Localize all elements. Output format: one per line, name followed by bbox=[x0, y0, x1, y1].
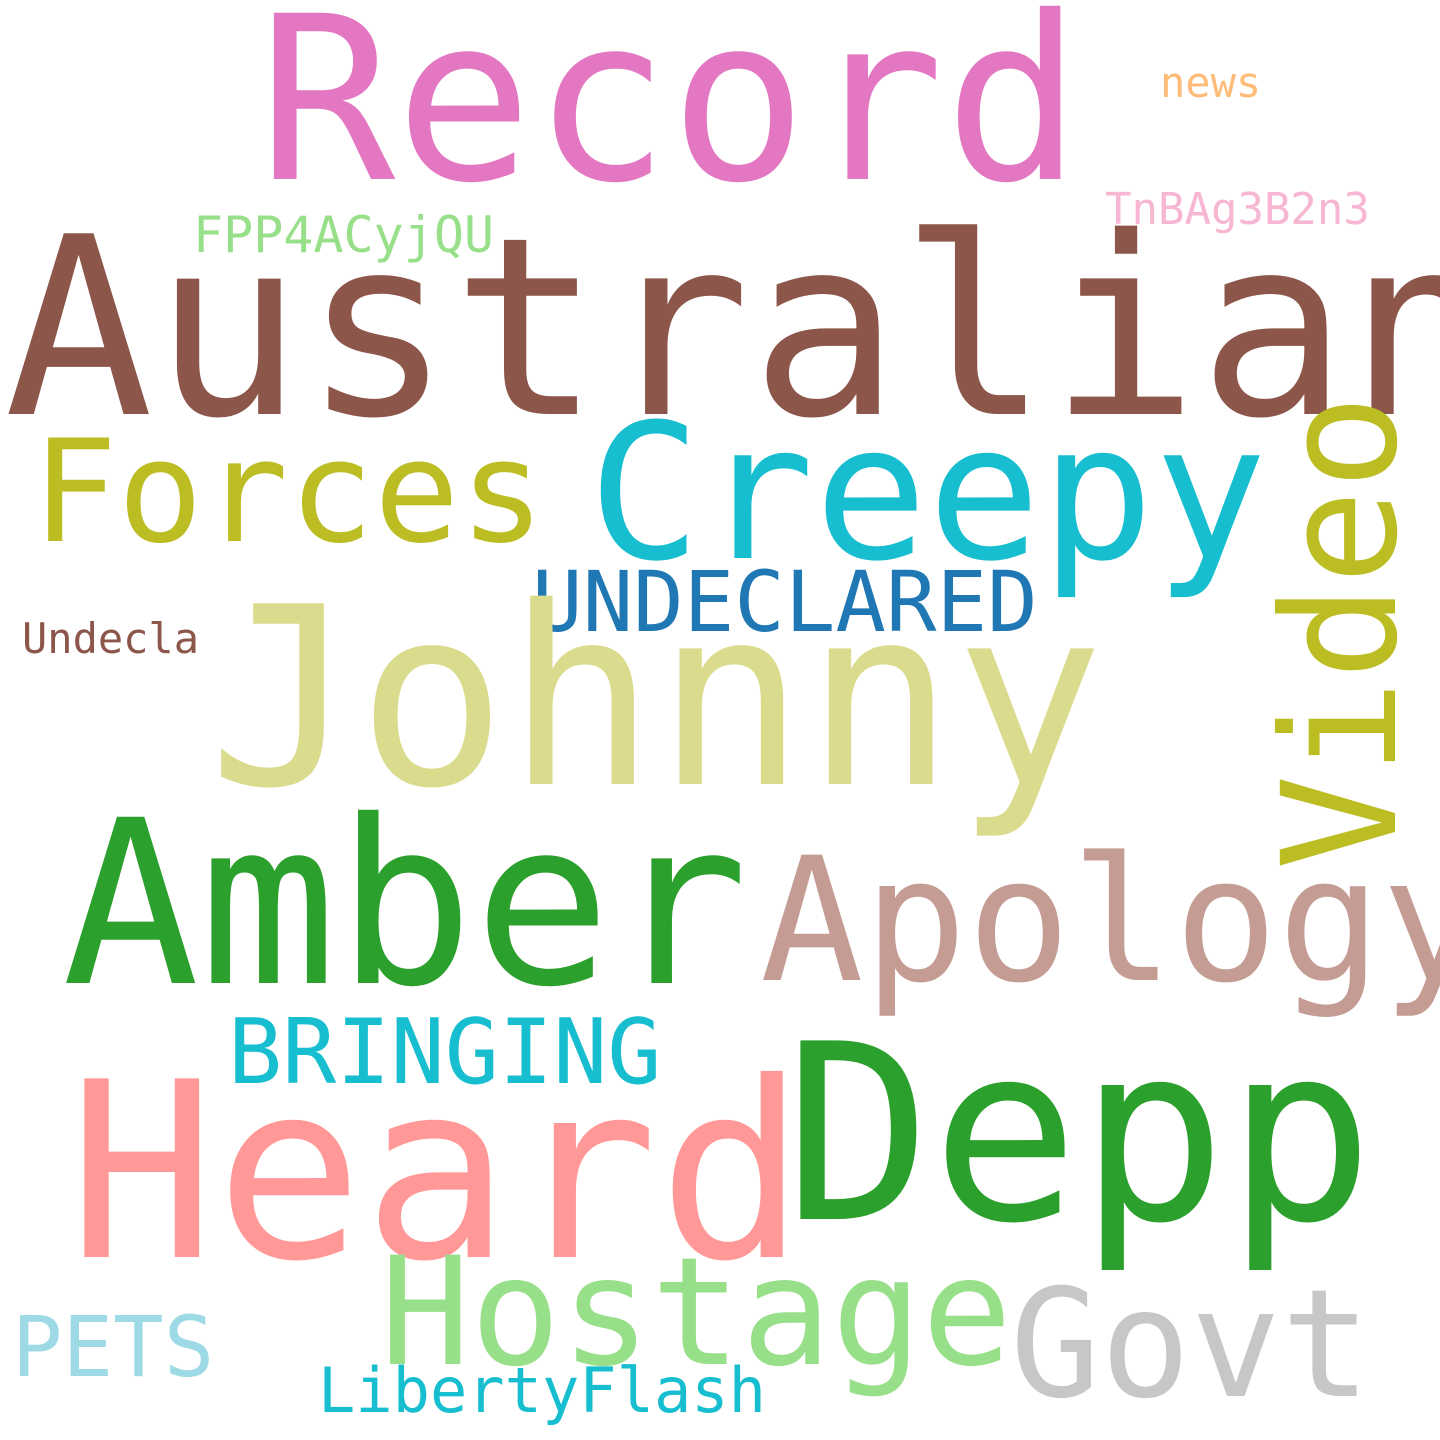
word-apology: Apology bbox=[760, 820, 1440, 1021]
word-bringing: BRINGING bbox=[228, 1000, 662, 1105]
word-forces: Forces bbox=[32, 410, 545, 575]
word-australian: Australian bbox=[4, 185, 1440, 473]
word-record: Record bbox=[258, 0, 1082, 233]
word-news: news bbox=[1160, 58, 1262, 107]
word-johnny: Johnny bbox=[208, 555, 1104, 843]
word-amber: Amber bbox=[62, 771, 749, 1037]
word-tnbag: TnBAg3B2n3 bbox=[1105, 184, 1370, 235]
word-video: Video bbox=[1249, 394, 1433, 870]
word-fpp: FPP4ACyjQU bbox=[193, 206, 495, 264]
word-pets: PETS bbox=[12, 1298, 215, 1396]
word-depp: Depp bbox=[784, 992, 1375, 1277]
word-undeclared: UNDECLARED bbox=[532, 553, 1038, 651]
word-undecla: Undecla bbox=[22, 614, 200, 663]
word-govt: Govt bbox=[1010, 1258, 1372, 1432]
word-libertyflash: LibertyFlash bbox=[318, 1354, 766, 1427]
word-heard: Heard bbox=[68, 1030, 806, 1315]
word-creepy: Creepy bbox=[588, 384, 1268, 603]
word-hostage: Hostage bbox=[380, 1226, 1013, 1400]
